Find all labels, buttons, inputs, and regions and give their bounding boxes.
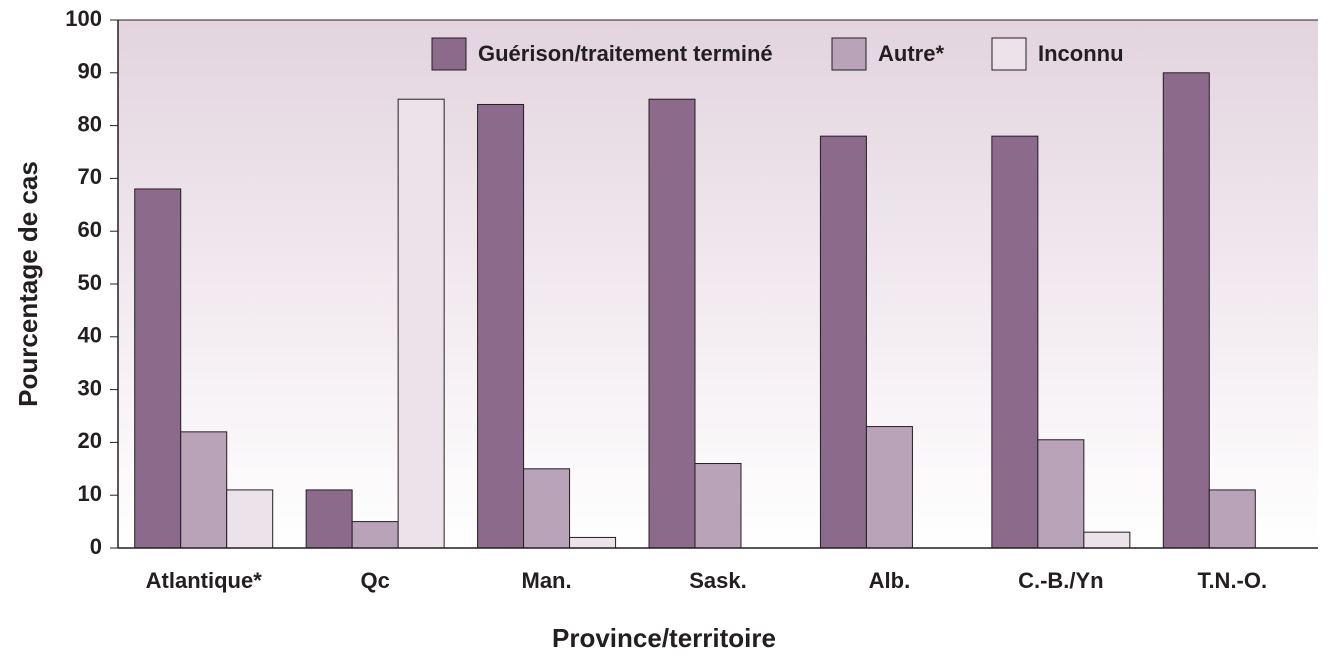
x-tick-label: C.-B./Yn: [1018, 568, 1104, 593]
bar: [226, 489, 274, 549]
legend-label: Autre*: [878, 41, 944, 66]
legend-label: Guérison/traitement terminé: [478, 41, 773, 66]
bar: [1162, 72, 1210, 549]
x-axis-title: Province/territoire: [552, 623, 776, 652]
legend-swatch: [431, 37, 467, 71]
y-axis-title: Pourcentage de cas: [13, 161, 43, 407]
bar: [397, 98, 445, 549]
y-tick-label: 100: [65, 6, 102, 31]
x-tick-label: Atlantique*: [146, 568, 263, 593]
bar: [134, 188, 182, 549]
plot-area: [118, 20, 1318, 548]
y-tick-label: 70: [78, 164, 102, 189]
y-tick-label: 30: [78, 375, 102, 400]
bar: [180, 431, 228, 549]
bar: [991, 135, 1039, 549]
bar: [648, 98, 696, 549]
bar: [1037, 439, 1085, 549]
x-tick-label: Man.: [522, 568, 572, 593]
y-tick-label: 10: [78, 481, 102, 506]
y-tick-label: 60: [78, 217, 102, 242]
y-tick-label: 50: [78, 270, 102, 295]
bar: [865, 426, 913, 549]
x-tick-label: T.N.-O.: [1197, 568, 1267, 593]
y-tick-label: 80: [78, 111, 102, 136]
x-tick-label: Alb.: [869, 568, 911, 593]
bar: [694, 463, 742, 549]
y-tick-label: 0: [90, 534, 102, 559]
y-tick-label: 90: [78, 59, 102, 84]
bar: [477, 103, 525, 549]
legend-swatch: [831, 37, 867, 71]
x-tick-label: Sask.: [689, 568, 747, 593]
bar: [305, 489, 353, 549]
legend-swatch: [991, 37, 1027, 71]
bar: [1208, 489, 1256, 549]
bar: [819, 135, 867, 549]
bar: [1083, 531, 1131, 549]
y-tick-label: 40: [78, 323, 102, 348]
bar: [351, 521, 399, 549]
x-tick-label: Qc: [360, 568, 389, 593]
legend-label: Inconnu: [1038, 41, 1124, 66]
bar: [569, 536, 617, 549]
y-tick-label: 20: [78, 428, 102, 453]
bar: [523, 468, 571, 549]
